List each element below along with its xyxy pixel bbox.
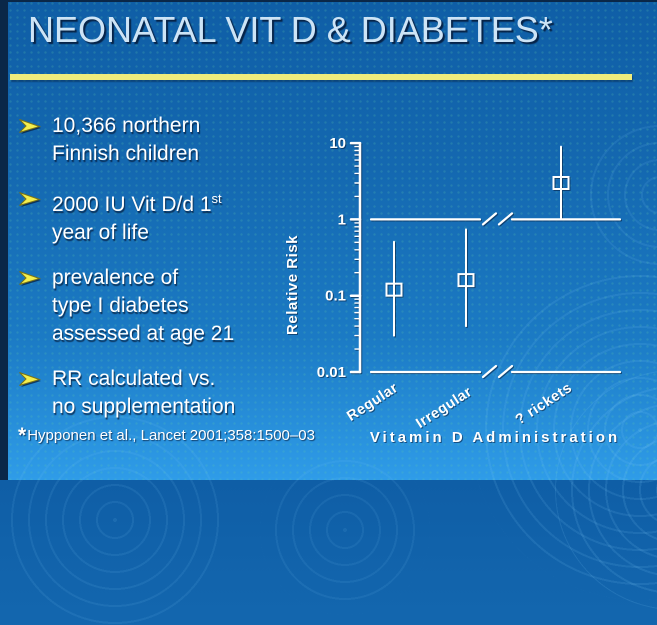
bullet-text: 2000 IU Vit D/d 1st year of life [52, 185, 222, 247]
title-divider [10, 74, 632, 80]
svg-text:Regular: Regular [344, 380, 401, 425]
footnote: *Hypponen et al., Lancet 2001;358:1500–0… [18, 424, 315, 448]
arrow-bullet-icon [19, 119, 42, 134]
bullet-text: 10,366 northern Finnish children [52, 112, 200, 168]
svg-text:? rickets: ? rickets [513, 380, 576, 428]
arrow-bullet-icon [19, 271, 42, 286]
bullet-line: 10,366 northern [52, 114, 201, 137]
svg-text:Vitamin D Administration: Vitamin D Administration [370, 429, 620, 446]
bullet-line: no supplementation [52, 395, 236, 418]
bullet-line: 2000 IU Vit D/d 1 [52, 193, 212, 216]
svg-text:10: 10 [329, 135, 346, 152]
bullet-line: type I diabetes [52, 294, 189, 317]
superscript: st [211, 191, 222, 206]
bullet-item: 2000 IU Vit D/d 1st year of life [10, 185, 310, 247]
bullet-list: 10,366 northern Finnish children 2000 IU… [10, 112, 310, 438]
svg-text:0.01: 0.01 [317, 364, 346, 381]
bullet-line: Finnish children [52, 142, 200, 165]
bullet-text: RR calculated vs. no supplementation [52, 365, 235, 421]
svg-text:Irregular: Irregular [413, 384, 475, 432]
bullet-line: prevalence of [52, 266, 179, 289]
left-edge-bar [0, 0, 8, 480]
bullet-line: year of life [52, 221, 149, 244]
bullet-item: 10,366 northern Finnish children [10, 112, 310, 168]
svg-text:1: 1 [338, 211, 346, 228]
arrow-bullet-icon [19, 192, 42, 207]
relative-risk-chart: 10 1 0.1 0.01 Regular Irregular ? rickets Relat… [277, 108, 657, 460]
bullet-item: RR calculated vs. no supplementation [10, 365, 310, 421]
arrow-bullet-icon [19, 372, 42, 387]
bullet-line: RR calculated vs. [52, 367, 216, 390]
svg-text:Relative Risk: Relative Risk [284, 235, 301, 335]
ripple-decoration [260, 445, 430, 615]
footnote-text: Hypponen et al., Lancet 2001;358:1500–03 [27, 427, 315, 444]
top-edge-bar [0, 0, 657, 2]
svg-text:0.1: 0.1 [325, 288, 346, 305]
footnote-asterisk: * [18, 424, 27, 447]
bullet-item: prevalence of type I diabetes assessed a… [10, 264, 310, 348]
bullet-line: assessed at age 21 [52, 322, 235, 345]
slide-title: NEONATAL VIT D & DIABETES* [28, 9, 553, 50]
bullet-text: prevalence of type I diabetes assessed a… [52, 264, 234, 348]
